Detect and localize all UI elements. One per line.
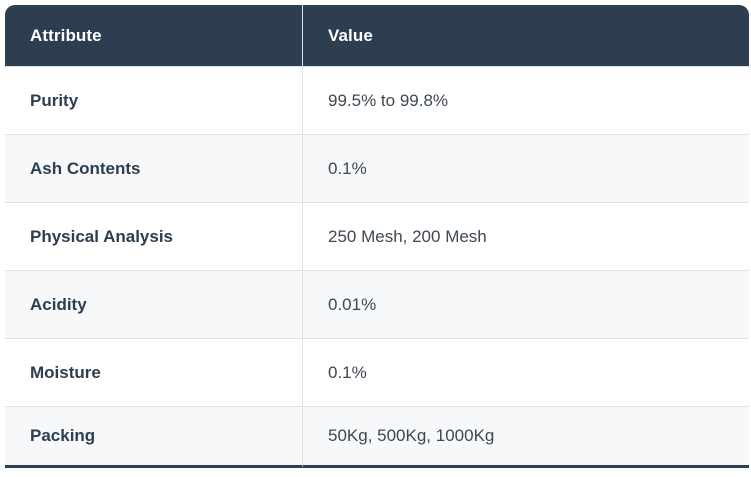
table-header: Attribute Value bbox=[5, 5, 749, 66]
value-cell-ash-contents: 0.1% bbox=[302, 134, 749, 202]
table-row: Moisture 0.1% bbox=[5, 338, 749, 406]
attribute-cell-packing: Packing bbox=[5, 406, 302, 468]
value-cell-packing: 50Kg, 500Kg, 1000Kg bbox=[302, 406, 749, 468]
value-cell-moisture: 0.1% bbox=[302, 338, 749, 406]
attribute-cell-moisture: Moisture bbox=[5, 338, 302, 406]
table-row: Acidity 0.01% bbox=[5, 270, 749, 338]
specifications-table: Attribute Value Purity 99.5% to 99.8% As… bbox=[5, 5, 749, 468]
attribute-cell-purity: Purity bbox=[5, 66, 302, 134]
table-row: Packing 50Kg, 500Kg, 1000Kg bbox=[5, 406, 749, 468]
header-row: Attribute Value bbox=[5, 5, 749, 66]
attribute-cell-physical-analysis: Physical Analysis bbox=[5, 202, 302, 270]
value-cell-acidity: 0.01% bbox=[302, 270, 749, 338]
column-header-value: Value bbox=[302, 5, 749, 66]
spec-table-container: Attribute Value Purity 99.5% to 99.8% As… bbox=[5, 5, 749, 468]
attribute-cell-acidity: Acidity bbox=[5, 270, 302, 338]
column-header-attribute: Attribute bbox=[5, 5, 302, 66]
value-cell-purity: 99.5% to 99.8% bbox=[302, 66, 749, 134]
value-cell-physical-analysis: 250 Mesh, 200 Mesh bbox=[302, 202, 749, 270]
attribute-cell-ash-contents: Ash Contents bbox=[5, 134, 302, 202]
table-row: Physical Analysis 250 Mesh, 200 Mesh bbox=[5, 202, 749, 270]
table-row: Ash Contents 0.1% bbox=[5, 134, 749, 202]
table-row: Purity 99.5% to 99.8% bbox=[5, 66, 749, 134]
table-body: Purity 99.5% to 99.8% Ash Contents 0.1% … bbox=[5, 66, 749, 468]
